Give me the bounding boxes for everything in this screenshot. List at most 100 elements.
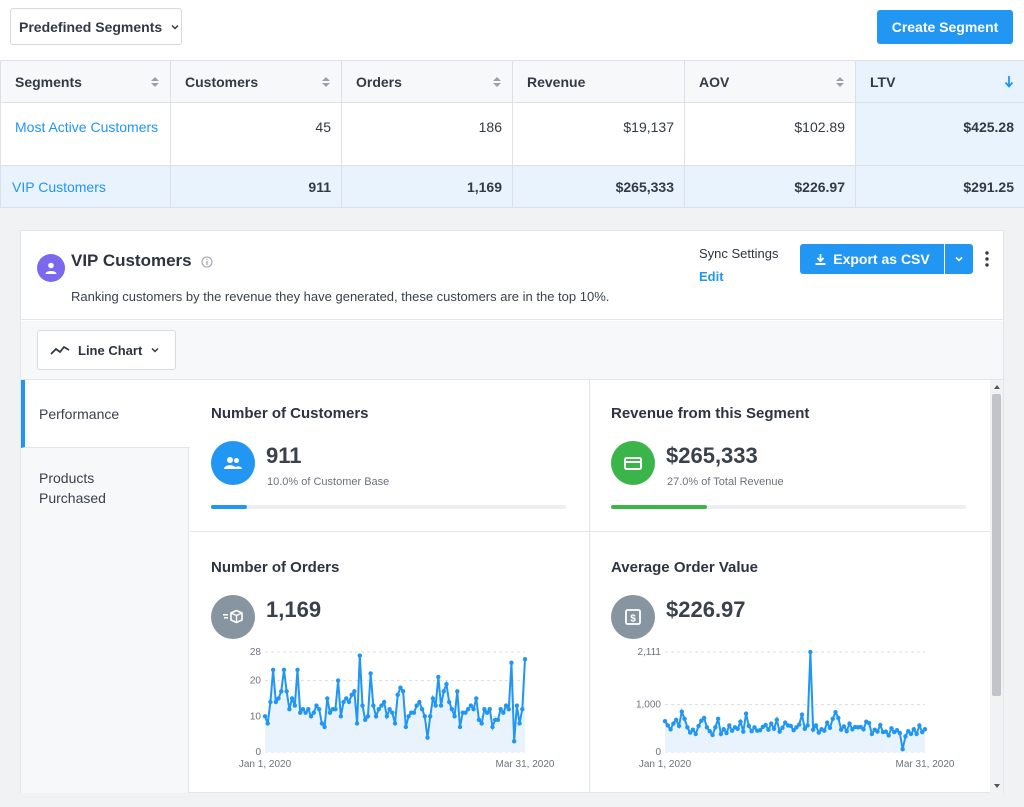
x-tick-label: Jan 1, 2020 xyxy=(239,759,292,770)
info-icon[interactable] xyxy=(201,256,213,268)
orders-line-chart: 0 10 20 28 Jan 1, 2020 Mar 31, 2020 xyxy=(239,647,555,770)
data-point xyxy=(900,746,905,752)
column-header-customers[interactable]: Customers xyxy=(170,60,342,103)
sync-settings-edit-link[interactable]: Edit xyxy=(699,269,724,284)
predefined-segments-label: Predefined Segments xyxy=(19,18,163,35)
data-point xyxy=(400,689,406,694)
data-point xyxy=(808,649,813,655)
sort-icon xyxy=(493,77,501,87)
export-options-dropdown[interactable] xyxy=(945,244,973,274)
metric-panel-orders: Number of Orders 1,169 0 10 20 28 Jan 1, 202… xyxy=(190,532,590,793)
segment-name-link[interactable]: VIP Customers xyxy=(0,165,171,208)
data-point xyxy=(704,725,710,730)
scroll-down-icon[interactable] xyxy=(993,782,1001,790)
y-tick-label: 0 xyxy=(255,747,261,758)
data-point xyxy=(322,724,327,730)
y-tick-label: 20 xyxy=(250,676,262,687)
data-point xyxy=(682,716,687,722)
data-point xyxy=(287,706,292,712)
data-point xyxy=(463,710,468,715)
data-point xyxy=(673,717,679,722)
export-csv-button[interactable]: Export as CSV xyxy=(800,244,944,274)
data-point xyxy=(769,721,774,726)
data-point xyxy=(903,734,908,739)
data-point xyxy=(281,667,287,673)
column-header-segments[interactable]: Segments xyxy=(0,60,171,103)
data-point xyxy=(816,730,821,735)
data-point xyxy=(484,710,490,715)
data-point xyxy=(710,732,715,738)
y-tick-label: 28 xyxy=(250,647,262,658)
scrollbar[interactable] xyxy=(990,380,1003,793)
data-point xyxy=(838,727,844,732)
metric-value: $226.97 xyxy=(666,597,746,622)
column-label: AOV xyxy=(699,73,730,90)
metric-value: $265,333 xyxy=(666,443,758,468)
data-point xyxy=(368,671,373,676)
data-point xyxy=(300,706,306,712)
segment-title: VIP Customers xyxy=(71,251,192,270)
column-header-orders[interactable]: Orders xyxy=(341,60,513,103)
progress-fill xyxy=(611,505,707,509)
column-header-aov[interactable]: AOV xyxy=(684,60,856,103)
data-point xyxy=(511,739,517,744)
data-point xyxy=(292,703,297,708)
metric-title: Number of Orders xyxy=(211,559,340,576)
data-point xyxy=(444,681,449,687)
data-point xyxy=(314,703,319,708)
data-point xyxy=(411,710,417,715)
data-point xyxy=(721,727,726,732)
progress-fill xyxy=(211,505,247,509)
segments-table: Segments Customers Orders Revenue AOV LT… xyxy=(0,60,1024,208)
data-point xyxy=(390,710,395,715)
column-header-ltv[interactable]: LTV xyxy=(855,60,1024,103)
card-header: VIP Customers Ranking customers by the r… xyxy=(21,231,1003,320)
data-point xyxy=(690,727,696,732)
data-point xyxy=(482,706,487,712)
data-point xyxy=(749,728,754,734)
data-point xyxy=(333,706,338,712)
data-point xyxy=(783,720,788,725)
column-header-revenue[interactable]: Revenue xyxy=(512,60,685,103)
data-point xyxy=(757,728,763,733)
data-point xyxy=(428,714,433,719)
chevron-down-icon xyxy=(151,347,159,353)
data-point xyxy=(490,724,495,730)
table-row[interactable]: Most Active Customers 45 186 $19,137 $10… xyxy=(0,102,1024,166)
data-point xyxy=(875,729,880,734)
data-point xyxy=(262,714,268,719)
progress-bar xyxy=(611,505,966,509)
side-tabs: Performance Products Purchased xyxy=(21,380,190,793)
data-point xyxy=(894,728,900,733)
more-options-icon[interactable] xyxy=(983,249,991,269)
data-point xyxy=(465,706,471,712)
create-segment-button[interactable]: Create Segment xyxy=(877,10,1013,44)
aov-line-chart: 0 1,000 2,111 Jan 1, 2020 Mar 31, 2020 xyxy=(636,647,955,770)
cell-revenue: $19,137 xyxy=(512,102,685,166)
data-point xyxy=(376,706,381,712)
table-row-selected[interactable]: VIP Customers 911 1,169 $265,333 $226.97… xyxy=(0,165,1024,208)
data-point xyxy=(327,710,333,715)
scroll-thumb[interactable] xyxy=(992,394,1001,696)
data-point xyxy=(360,703,365,708)
tab-performance[interactable]: Performance xyxy=(21,380,190,448)
data-point xyxy=(517,721,522,726)
y-tick-label: 1,000 xyxy=(636,700,661,711)
sort-icon xyxy=(151,77,159,87)
y-tick-label: 2,111 xyxy=(637,647,661,658)
data-point xyxy=(441,689,446,694)
segment-name-link[interactable]: Most Active Customers xyxy=(0,102,171,166)
sort-icon xyxy=(322,77,330,87)
data-point xyxy=(371,703,376,708)
scroll-up-icon[interactable] xyxy=(993,383,1001,391)
data-point xyxy=(474,696,479,701)
chart-type-label: Line Chart xyxy=(78,342,143,358)
data-point xyxy=(707,728,712,734)
data-point xyxy=(724,730,729,736)
data-point xyxy=(777,729,782,734)
chart-type-dropdown[interactable]: Line Chart xyxy=(37,330,176,370)
predefined-segments-dropdown[interactable]: Predefined Segments xyxy=(10,8,182,45)
data-point xyxy=(449,706,455,712)
data-point xyxy=(866,720,872,726)
tab-products-purchased[interactable]: Products Purchased xyxy=(21,468,189,508)
